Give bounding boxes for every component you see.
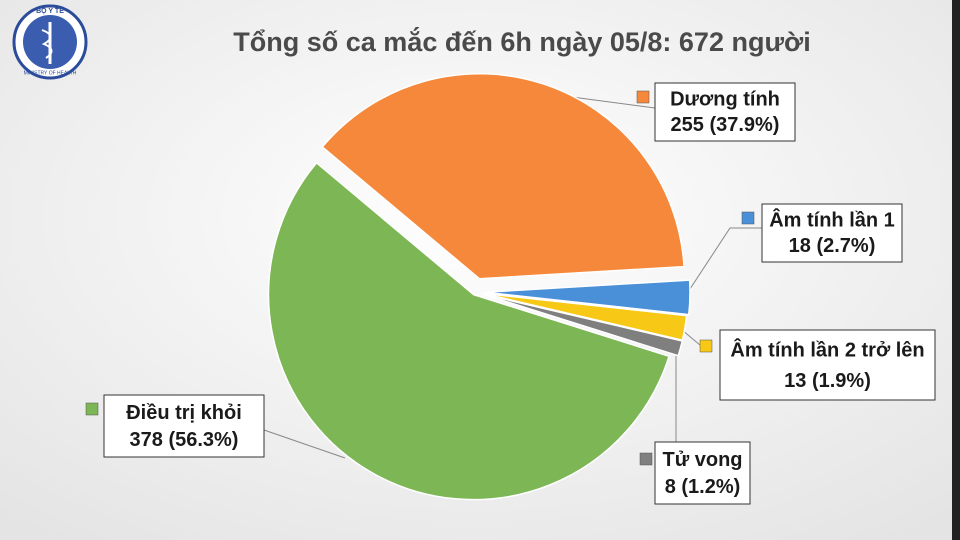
legend-swatch <box>699 339 713 353</box>
value-label: 378 (56.3%) <box>130 429 239 451</box>
legend-swatch <box>636 90 650 104</box>
label-box <box>761 203 903 263</box>
value-label: 18 (2.7%) <box>789 235 876 257</box>
logo: BỘ Y TẾ MINISTRY OF HEALTH <box>12 4 88 80</box>
pie-slice <box>482 292 688 342</box>
logo-top: BỘ Y TẾ <box>36 5 64 15</box>
legend-swatch <box>639 452 653 466</box>
label-box <box>654 82 796 142</box>
label-box <box>719 329 936 401</box>
value-label: 13 (1.9%) <box>784 370 871 392</box>
pie-slice <box>321 72 685 280</box>
pie-slice <box>267 161 671 501</box>
category-label: Âm tính lần 2 trở lên <box>730 337 924 361</box>
legend-swatch <box>85 402 99 416</box>
chart-title: Tổng số ca mắc đến 6h ngày 05/8: 672 ngư… <box>233 26 810 57</box>
label-box <box>103 394 265 458</box>
category-label: Dương tính <box>670 89 780 111</box>
pie-slice <box>484 279 691 316</box>
category-label: Tử vong <box>662 449 742 471</box>
logo-bottom: MINISTRY OF HEALTH <box>24 70 77 76</box>
legend-swatch <box>741 211 755 225</box>
value-label: 8 (1.2%) <box>665 476 741 498</box>
category-label: Âm tính lần 1 <box>769 208 895 232</box>
label-box <box>654 441 751 505</box>
pie-slice <box>482 293 684 357</box>
category-label: Điều trị khỏi <box>126 402 242 424</box>
value-label: 255 (37.9%) <box>671 114 780 136</box>
